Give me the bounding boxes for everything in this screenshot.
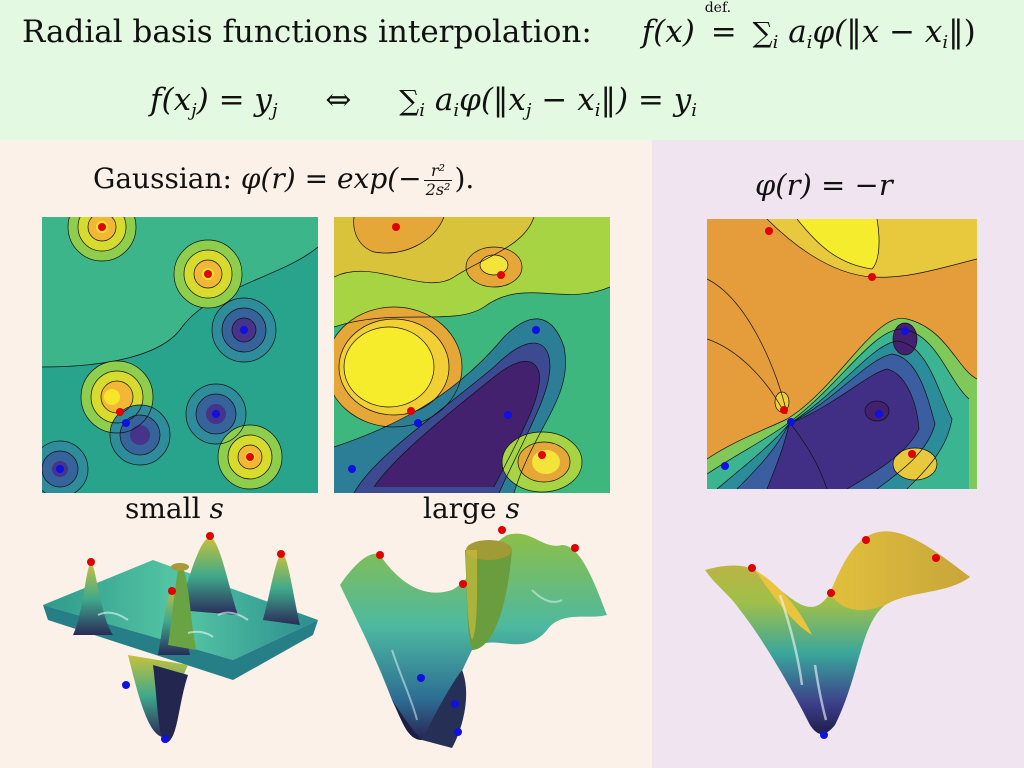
gaussian-formula: Gaussian: φ(r) = exp(− r² 2s²).: [93, 161, 475, 199]
blue-point: [721, 462, 729, 470]
caption-large-s: large s: [423, 492, 520, 525]
red-point: [868, 273, 876, 281]
surface-small-s: [38, 525, 323, 750]
data-points: [721, 227, 916, 470]
surface-linear: [700, 515, 980, 745]
red-point: [827, 589, 835, 597]
data-points: [748, 536, 940, 739]
red-point: [459, 580, 467, 588]
iff-symbol: ⇔: [325, 82, 352, 118]
red-point: [498, 526, 506, 534]
header-banner: Radial basis functions interpolation: f(…: [0, 0, 1024, 140]
linear-kernel-formula: φ(r) = −r: [755, 168, 893, 202]
red-point: [98, 223, 106, 231]
data-points: [56, 223, 254, 473]
blue-point: [451, 700, 459, 708]
blue-point: [820, 731, 828, 739]
blue-point: [875, 410, 883, 418]
red-point: [862, 536, 870, 544]
surface-large-s: [332, 520, 617, 750]
blue-point: [122, 419, 130, 427]
contour-linear: [707, 219, 977, 489]
blue-point: [454, 728, 462, 736]
red-point: [538, 451, 546, 459]
def-equals: def. =: [704, 0, 737, 50]
blue-point: [240, 326, 248, 334]
data-points: [376, 526, 579, 736]
title-line: Radial basis functions interpolation: f(…: [22, 0, 976, 53]
red-point: [246, 453, 254, 461]
blue-point: [56, 465, 64, 473]
red-point: [204, 270, 212, 278]
blue-point: [901, 327, 909, 335]
blue-point: [417, 674, 425, 682]
data-points: [87, 532, 285, 743]
blue-point: [348, 465, 356, 473]
red-point: [780, 406, 788, 414]
blue-point: [161, 735, 169, 743]
interpolation-condition: f(xj) = yj ⇔ ∑i aiφ(‖xj − xi‖) = yi: [150, 82, 698, 121]
red-point: [497, 271, 505, 279]
blue-point: [414, 419, 422, 427]
blue-point: [532, 326, 540, 334]
red-point: [765, 227, 773, 235]
red-point: [116, 408, 124, 416]
definition-lhs: f(x): [641, 14, 695, 50]
red-point: [168, 587, 176, 595]
blue-point: [122, 681, 130, 689]
contour-small-s: [42, 217, 318, 493]
red-point: [748, 564, 756, 572]
blue-point: [787, 418, 795, 426]
red-point: [376, 551, 384, 559]
blue-point: [212, 410, 220, 418]
sum-symbol: ∑: [752, 16, 773, 49]
red-point: [407, 407, 415, 415]
slide-title: Radial basis functions interpolation:: [22, 14, 592, 50]
caption-small-s: small s: [125, 492, 224, 525]
data-points: [348, 223, 546, 473]
red-point: [277, 550, 285, 558]
red-point: [571, 544, 579, 552]
contour-large-s: [334, 217, 610, 493]
red-point: [206, 532, 214, 540]
red-point: [932, 554, 940, 562]
red-point: [908, 450, 916, 458]
blue-point: [504, 411, 512, 419]
red-point: [392, 223, 400, 231]
red-point: [87, 558, 95, 566]
